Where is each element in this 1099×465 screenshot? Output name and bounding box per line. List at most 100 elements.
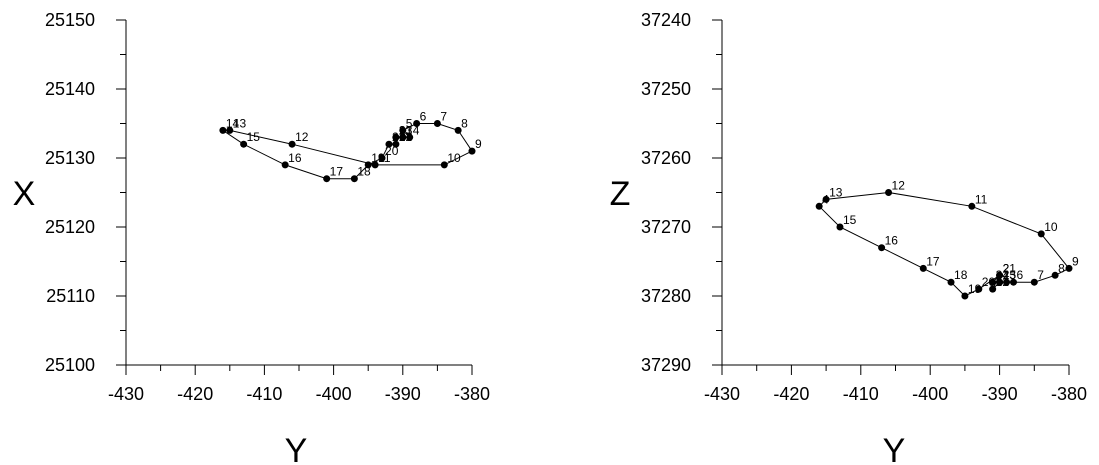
y-tick-label: 25110 — [46, 286, 95, 306]
point-label: 12 — [295, 130, 309, 144]
x-tick-label: -430 — [108, 384, 144, 404]
x-tick-label: -410 — [246, 384, 282, 404]
y-tick-label: 37240 — [641, 10, 691, 30]
x-tick-label: -380 — [454, 384, 490, 404]
data-point — [385, 140, 393, 148]
data-point — [968, 202, 976, 210]
y-axis-title: X — [13, 175, 36, 213]
x-axis-title: Y — [883, 432, 906, 465]
point-label: 4 — [1003, 268, 1010, 282]
point-label: 21 — [1003, 261, 1017, 275]
point-label: 13 — [233, 116, 247, 130]
y-tick-label: 25130 — [45, 148, 95, 168]
x-tick-label: -390 — [982, 384, 1018, 404]
point-label: 5 — [1010, 268, 1017, 282]
y-tick-label: 25100 — [45, 355, 95, 375]
data-point — [468, 147, 476, 155]
y-tick-label: 25120 — [45, 217, 95, 237]
point-label: 16 — [885, 234, 899, 248]
point-label: 1 — [406, 123, 413, 137]
point-label: 20 — [982, 275, 996, 289]
data-point — [878, 244, 886, 252]
data-point — [281, 161, 289, 169]
point-label: 10 — [1044, 220, 1058, 234]
point-label: 2 — [1003, 261, 1010, 275]
data-point — [378, 154, 386, 162]
data-point — [392, 133, 400, 141]
point-label: 18 — [954, 268, 968, 282]
point-label: 17 — [330, 165, 344, 179]
data-point — [454, 126, 462, 134]
data-point — [364, 161, 372, 169]
data-point — [1003, 278, 1011, 286]
y-tick-label: 25140 — [45, 79, 95, 99]
point-label: 4 — [822, 192, 829, 206]
data-point — [399, 126, 407, 134]
x-tick-label: -400 — [912, 384, 948, 404]
data-point — [975, 285, 983, 293]
data-point — [440, 161, 448, 169]
point-label: 6 — [420, 110, 427, 124]
data-point — [961, 292, 969, 300]
point-label: 23 — [399, 123, 413, 137]
data-point — [240, 140, 248, 148]
point-label: 16 — [288, 151, 302, 165]
point-label: 1 — [1003, 268, 1010, 282]
data-point — [1037, 230, 1045, 238]
data-point — [323, 175, 331, 183]
y-tick-label: 25150 — [45, 10, 95, 30]
y-tick-label: 37280 — [641, 286, 691, 306]
track-line — [221, 123, 473, 180]
data-point — [226, 126, 234, 134]
data-point — [996, 271, 1004, 279]
data-point — [996, 278, 1004, 286]
y-axis-title: Z — [610, 175, 631, 213]
data-point — [822, 195, 830, 203]
point-label: 15 — [843, 213, 857, 227]
data-point — [989, 285, 997, 293]
x-tick-label: -430 — [704, 384, 740, 404]
x-tick-label: -420 — [773, 384, 809, 404]
data-point — [836, 223, 844, 231]
data-point — [219, 126, 227, 134]
y-tick-label: 37270 — [641, 217, 691, 237]
point-label: 23 — [1003, 268, 1017, 282]
point-label: 5 — [406, 116, 413, 130]
point-label: 15 — [247, 130, 261, 144]
data-point — [433, 120, 441, 127]
y-tick-label: 37260 — [641, 148, 691, 168]
point-label: 3 — [406, 123, 413, 137]
point-label: 4 — [413, 123, 420, 137]
plot-z-vs-y: -430 -420 -410 -400 -390 -380 37240 37250 37260 3… — [610, 10, 1087, 465]
data-point — [885, 189, 893, 196]
point-label: 22 — [399, 130, 413, 144]
x-tick-label: -400 — [316, 384, 352, 404]
x-tick-label: -420 — [177, 384, 213, 404]
data-point — [815, 202, 823, 210]
x-tick-label: -390 — [385, 384, 421, 404]
point-label: 9 — [475, 137, 482, 151]
point-label: 8 — [1058, 261, 1065, 275]
y-tick-label: 37250 — [641, 79, 691, 99]
data-point — [919, 264, 927, 272]
x-tick-label: -410 — [843, 384, 879, 404]
point-label: 12 — [892, 179, 906, 193]
data-point — [1009, 278, 1017, 286]
data-point — [1051, 271, 1059, 279]
point-label: 6 — [1016, 268, 1023, 282]
point-label: 17 — [926, 254, 940, 268]
x-tick-label: -380 — [1051, 384, 1087, 404]
data-point — [399, 133, 407, 141]
data-point — [1065, 264, 1073, 272]
y-tick-label: 37290 — [641, 355, 691, 375]
point-label: 10 — [447, 151, 461, 165]
data-point — [413, 120, 421, 127]
data-point — [371, 161, 379, 169]
point-label: 13 — [829, 185, 843, 199]
data-point — [989, 278, 997, 286]
data-point — [288, 140, 296, 148]
point-label: 9 — [1072, 254, 1079, 268]
data-point — [350, 175, 358, 183]
point-label: 7 — [1037, 268, 1044, 282]
